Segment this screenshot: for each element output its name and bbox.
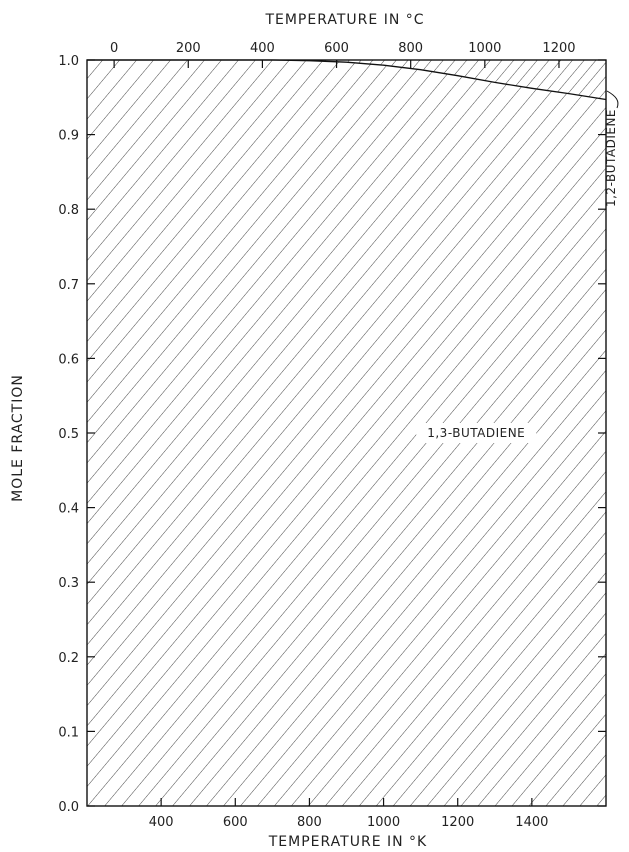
region-label-1-3-butadiene: 1,3-BUTADIENE bbox=[427, 426, 525, 440]
y-tick-label: 0.1 bbox=[58, 725, 79, 740]
region-label-leader bbox=[606, 90, 619, 109]
y-tick-label: 0.2 bbox=[58, 651, 79, 666]
y-tick-label: 0.0 bbox=[58, 800, 79, 815]
region-1-3-butadiene bbox=[87, 60, 606, 806]
plot-area bbox=[86, 59, 607, 807]
top-x-tick-label: 1000 bbox=[468, 41, 501, 56]
x-tick-label: 600 bbox=[223, 815, 248, 830]
y-tick-label: 0.7 bbox=[58, 278, 79, 293]
region-label-background bbox=[416, 423, 537, 443]
region-1-2-butadiene bbox=[87, 60, 606, 100]
top-x-tick-label: 800 bbox=[398, 41, 423, 56]
y-tick-label: 0.5 bbox=[58, 427, 79, 442]
top-x-tick-label: 200 bbox=[176, 41, 201, 56]
y-tick-label: 0.6 bbox=[58, 352, 79, 367]
top-x-tick-label: 400 bbox=[250, 41, 275, 56]
top-x-tick-label: 1200 bbox=[542, 41, 575, 56]
x-tick-label: 400 bbox=[149, 815, 174, 830]
region-label-1-2-butadiene: 1,2-BUTADIENE bbox=[604, 109, 618, 207]
top-x-tick-label: 0 bbox=[110, 41, 118, 56]
y-tick-label: 0.3 bbox=[58, 576, 79, 591]
x-axis-title: TEMPERATURE IN °K bbox=[268, 834, 427, 850]
y-tick-label: 0.9 bbox=[58, 129, 79, 144]
y-tick-label: 0.8 bbox=[58, 203, 79, 218]
x-tick-label: 1400 bbox=[515, 815, 548, 830]
y-tick-label: 0.4 bbox=[58, 502, 79, 517]
x-tick-label: 1200 bbox=[441, 815, 474, 830]
x-tick-label: 800 bbox=[297, 815, 322, 830]
top-axis-title: TEMPERATURE IN °C bbox=[264, 12, 424, 28]
x-tick-label: 1000 bbox=[367, 815, 400, 830]
axis-ticks: 400 600 800 1000 1200 1400 0 200 400 600 800 1000 12… bbox=[58, 41, 606, 830]
top-x-tick-label: 600 bbox=[324, 41, 349, 56]
y-axis-title: MOLE FRACTION bbox=[10, 374, 26, 502]
y-tick-label: 1.0 bbox=[58, 54, 79, 69]
